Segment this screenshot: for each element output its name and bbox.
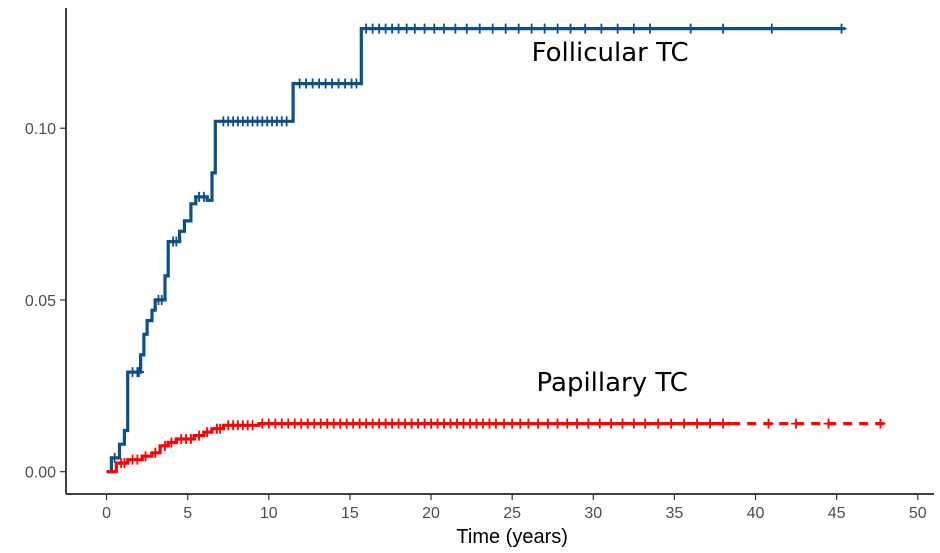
censor-mark xyxy=(215,423,226,434)
x-tick-label: 35 xyxy=(666,505,684,522)
series-layer xyxy=(106,27,886,474)
labels-layer: Time (years) Follicular TC Papillary TC xyxy=(456,38,688,548)
censor-mark xyxy=(450,23,461,34)
censor-mark xyxy=(198,191,209,202)
x-tick-label: 0 xyxy=(102,505,111,522)
censor-mark xyxy=(419,23,430,34)
censor-mark xyxy=(202,427,213,438)
censor-mark xyxy=(763,418,774,429)
censor-mark xyxy=(628,418,639,429)
censor-mark xyxy=(705,418,716,429)
censor-mark xyxy=(156,294,167,305)
censor-mark xyxy=(474,23,485,34)
censor-mark xyxy=(552,23,563,34)
censor-marks-layer xyxy=(109,23,886,469)
censor-mark xyxy=(134,367,145,378)
censor-mark xyxy=(596,23,607,34)
censor-mark xyxy=(718,23,729,34)
censor-mark xyxy=(580,23,591,34)
censor-mark xyxy=(166,437,177,448)
censor-mark xyxy=(119,458,130,469)
censor-mark xyxy=(533,418,544,429)
censor-mark xyxy=(791,418,802,429)
censor-mark xyxy=(513,23,524,34)
axes-layer: 0 5 10 15 20 25 30 35 40 45 50 0.00 0.05 0.10 xyxy=(25,8,934,522)
y-tick-label: 0.00 xyxy=(25,465,56,482)
censor-mark xyxy=(766,23,777,34)
series-line-1 xyxy=(106,422,732,474)
censor-mark xyxy=(875,418,886,429)
censor-mark xyxy=(583,418,594,429)
censor-mark xyxy=(679,418,690,429)
censor-mark xyxy=(692,418,703,429)
censor-mark xyxy=(653,418,664,429)
x-tick-label: 15 xyxy=(341,505,359,522)
x-tick-label: 30 xyxy=(584,505,602,522)
censor-mark xyxy=(539,23,550,34)
censor-mark xyxy=(150,447,161,458)
series-label-1: Papillary TC xyxy=(537,368,688,398)
y-tick-label: 0.10 xyxy=(25,121,56,138)
x-tick-label: 5 xyxy=(183,505,192,522)
censor-mark xyxy=(572,418,583,429)
censor-mark xyxy=(159,440,170,451)
x-tick-label: 25 xyxy=(503,505,521,522)
censor-mark xyxy=(617,418,628,429)
censor-mark xyxy=(565,23,576,34)
censor-mark xyxy=(194,430,205,441)
censor-mark xyxy=(612,23,623,34)
censor-mark xyxy=(823,418,834,429)
censor-mark xyxy=(526,23,537,34)
censor-mark xyxy=(439,23,450,34)
censor-mark xyxy=(185,434,196,445)
x-tick-label: 20 xyxy=(422,505,440,522)
censor-mark xyxy=(461,23,472,34)
censor-mark xyxy=(247,420,258,431)
censor-mark xyxy=(645,23,656,34)
censor-mark xyxy=(171,236,182,247)
censor-mark xyxy=(351,78,362,89)
x-tick-label: 50 xyxy=(909,505,927,522)
censor-mark xyxy=(718,418,729,429)
censor-mark xyxy=(594,418,605,429)
series-line-0 xyxy=(106,27,845,474)
x-tick-label: 45 xyxy=(828,505,846,522)
censor-mark xyxy=(409,23,420,34)
censor-mark xyxy=(140,451,151,462)
censor-mark xyxy=(666,418,677,429)
y-tick-label: 0.05 xyxy=(25,293,56,310)
censor-mark xyxy=(640,418,651,429)
censor-mark xyxy=(552,418,563,429)
censor-mark xyxy=(500,23,511,34)
censor-mark xyxy=(628,23,639,34)
censor-mark xyxy=(562,418,573,429)
series-label-0: Follicular TC xyxy=(532,38,689,68)
censor-mark xyxy=(685,23,696,34)
censor-mark xyxy=(523,418,534,429)
censor-mark xyxy=(487,23,498,34)
x-axis-title: Time (years) xyxy=(456,526,567,548)
censor-mark xyxy=(429,23,440,34)
x-tick-label: 10 xyxy=(260,505,278,522)
censor-mark xyxy=(606,418,617,429)
censor-mark xyxy=(132,454,143,465)
x-tick-label: 40 xyxy=(747,505,765,522)
censor-mark xyxy=(542,418,553,429)
censor-mark xyxy=(281,116,292,127)
censor-mark xyxy=(836,23,847,34)
censor-mark xyxy=(109,452,120,463)
